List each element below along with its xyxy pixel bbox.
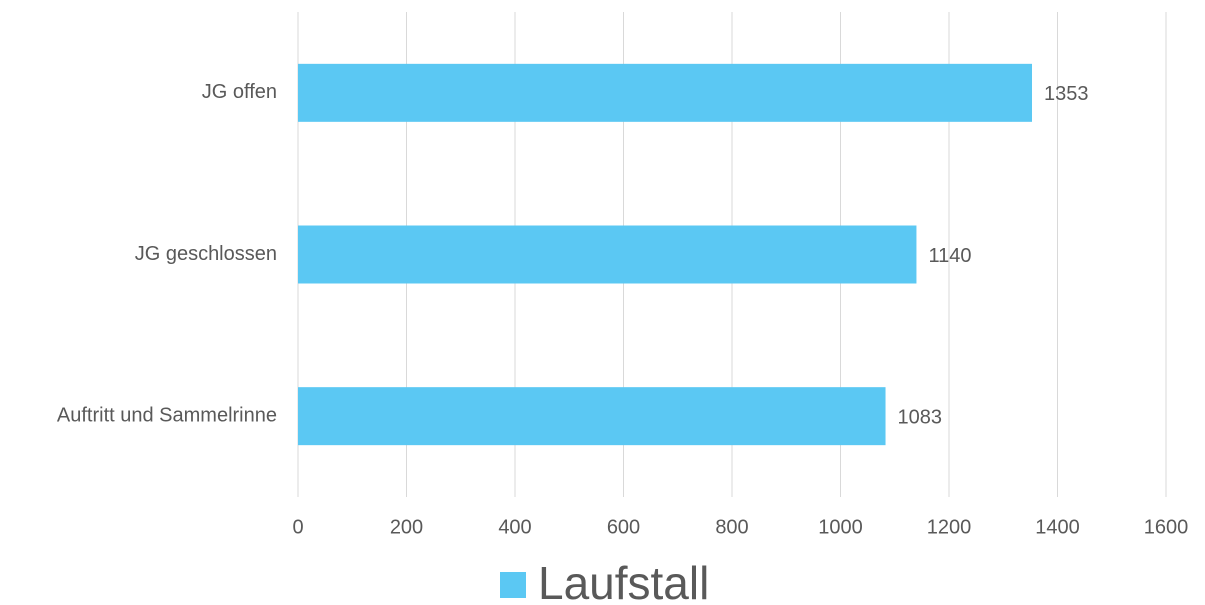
x-tick-label: 0: [292, 516, 303, 538]
legend-label: Laufstall: [538, 557, 709, 605]
bar: [298, 387, 886, 446]
data-label: 1140: [928, 245, 971, 267]
x-tick-label: 800: [715, 516, 748, 538]
y-tick-label: JG offen: [202, 81, 277, 103]
x-tick-label: 200: [390, 516, 423, 538]
x-tick-label: 1600: [1144, 516, 1189, 538]
x-tick-label: 1400: [1035, 516, 1080, 538]
data-label: 1353: [1044, 83, 1089, 105]
x-tick-label: 600: [607, 516, 640, 538]
y-tick-label: Auftritt und Sammelrinne: [57, 404, 277, 426]
legend-swatch: [500, 572, 526, 598]
x-tick-label: 1200: [927, 516, 972, 538]
bar: [298, 63, 1033, 122]
bar: [298, 225, 917, 284]
data-label: 1083: [898, 406, 943, 428]
x-tick-label: 1000: [818, 516, 863, 538]
y-tick-label: JG geschlossen: [135, 243, 277, 265]
x-tick-label: 400: [498, 516, 531, 538]
